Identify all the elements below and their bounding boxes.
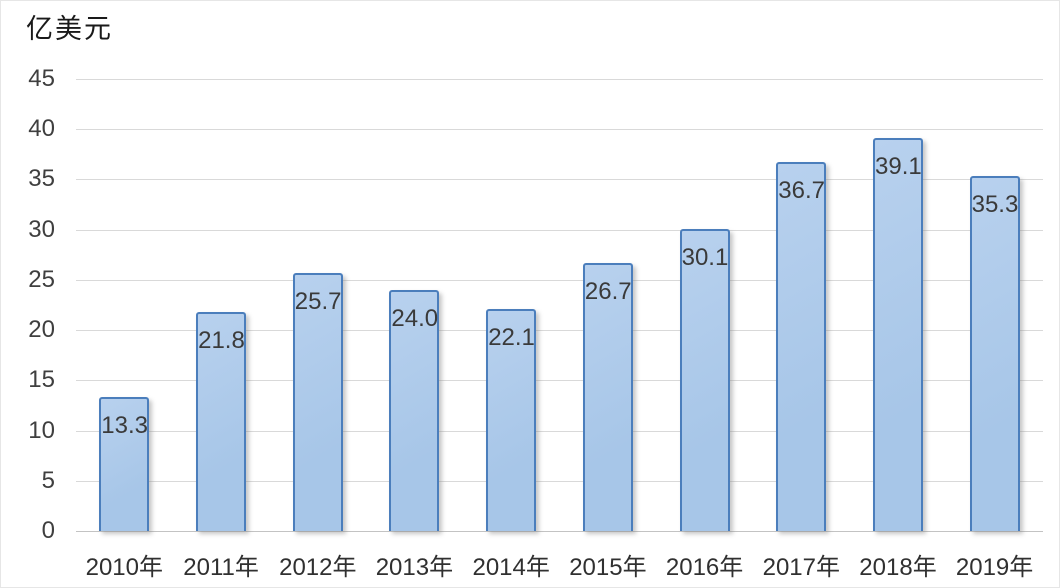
x-axis-line: [76, 531, 1043, 532]
y-axis-tick-label: 20: [28, 316, 55, 344]
bar-2018年: 39.1: [873, 138, 923, 531]
x-axis-tick-label: 2014年: [472, 554, 550, 581]
y-axis-tick-label: 0: [41, 517, 55, 544]
gridline: [76, 179, 1043, 181]
data-label: 13.3: [101, 412, 149, 440]
data-label: 30.1: [681, 243, 729, 271]
bar-2013年: 24.0: [389, 289, 440, 531]
data-label: 21.8: [198, 327, 245, 354]
gridline: [76, 129, 1043, 131]
x-axis-tick-label: 2016年: [665, 554, 744, 581]
bar-2012年: 25.7: [292, 272, 343, 531]
gridline: [76, 279, 1043, 281]
gridline: [76, 380, 1043, 382]
bar-2015年: 26.7: [582, 262, 633, 531]
y-axis-tick-label: 25: [28, 265, 55, 293]
data-label: 24.0: [391, 304, 439, 332]
x-axis-tick-label: 2018年: [859, 554, 937, 581]
bar-2014年: 22.1: [486, 309, 537, 531]
data-label: 26.7: [584, 277, 632, 305]
y-axis-tick-label: 40: [28, 115, 55, 143]
bar-2010年: 13.3: [99, 397, 150, 531]
data-label: 22.1: [488, 324, 535, 351]
x-axis-tick-label: 2017年: [762, 554, 840, 581]
data-label: 35.3: [971, 191, 1019, 219]
y-axis-tick-label: 10: [28, 416, 55, 444]
bar-2017年: 36.7: [776, 162, 827, 531]
y-axis-tick-label: 45: [28, 65, 55, 92]
y-axis-tick-label: 5: [41, 466, 55, 494]
gridline: [76, 430, 1043, 432]
x-axis-tick-label: 2011年: [183, 554, 259, 581]
data-label: 39.1: [875, 153, 922, 181]
y-axis-tick-label: 35: [28, 165, 55, 193]
gridline: [76, 79, 1043, 80]
y-axis-tick-label: 30: [28, 215, 55, 243]
data-label: 25.7: [294, 287, 342, 315]
gridline: [76, 480, 1043, 482]
bar-2011年: 21.8: [196, 312, 247, 531]
y-axis-tick-label: 15: [28, 366, 55, 394]
x-axis-tick-label: 2015年: [569, 554, 647, 581]
gridline: [76, 330, 1043, 332]
x-axis-tick-label: 2010年: [85, 554, 163, 581]
data-label: 36.7: [778, 177, 826, 205]
bar-2016年: 30.1: [679, 228, 730, 531]
x-axis-tick-label: 2019年: [955, 554, 1034, 581]
x-axis-tick-label: 2012年: [279, 554, 357, 581]
chart-title: 亿美元: [26, 14, 113, 44]
gridline: [76, 229, 1043, 231]
bar-2019年: 35.3: [969, 176, 1020, 531]
x-axis-tick-label: 2013年: [375, 554, 454, 581]
